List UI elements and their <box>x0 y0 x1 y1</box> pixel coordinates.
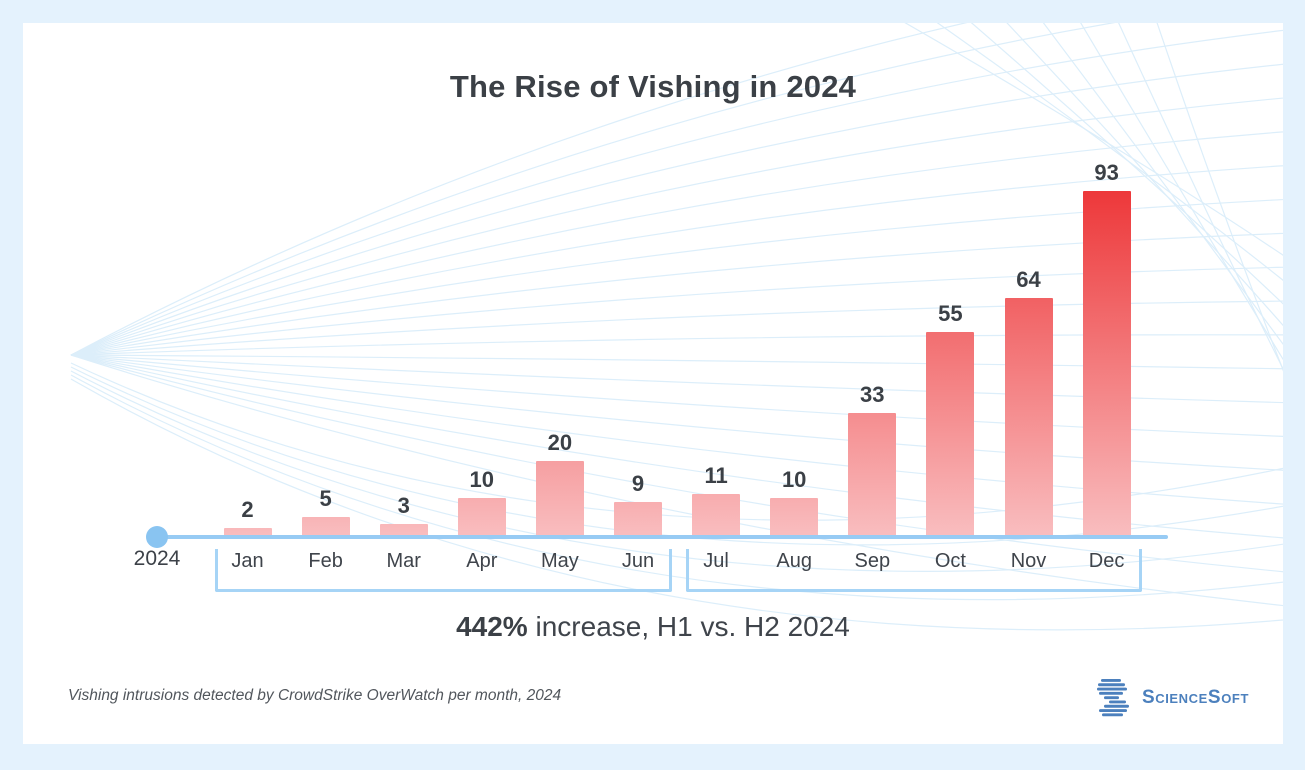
bar-value-oct: 55 <box>938 300 963 326</box>
x-axis-line <box>157 535 1168 539</box>
h1-months-bracket <box>215 549 672 592</box>
card-inner: The Rise of Vishing in 2024 2 Jan 5 Feb 3 Mar… <box>23 23 1283 744</box>
bar-nov <box>1004 298 1053 535</box>
bar-value-sep: 33 <box>860 381 885 407</box>
bar-sep <box>848 412 897 535</box>
bar-value-nov: 64 <box>1016 267 1041 293</box>
bar-value-jul: 11 <box>704 463 728 489</box>
bar-oct <box>926 331 975 535</box>
bar-mar <box>379 523 428 535</box>
h2-months-bracket <box>686 549 1142 592</box>
sciencesoft-logo-icon <box>1096 679 1129 717</box>
bar-value-jan: 2 <box>241 496 254 522</box>
axis-year-label: 2024 <box>133 547 181 570</box>
axis-origin-dot <box>146 526 168 548</box>
source-footnote: Vishing intrusions detected by CrowdStri… <box>68 687 562 704</box>
bar-jun <box>614 501 662 535</box>
bar-value-aug: 10 <box>781 467 807 492</box>
bar-dec <box>1082 190 1131 535</box>
increase-annotation: 442% increase, H1 vs. H2 2024 <box>23 611 1283 643</box>
sciencesoft-logo-text: ScienceSoft <box>1141 687 1249 708</box>
bar-value-jun: 9 <box>631 470 645 496</box>
increase-percentage: 442% <box>456 611 528 642</box>
bar-value-apr: 10 <box>469 467 495 492</box>
bar-value-feb: 5 <box>319 485 332 511</box>
increase-annotation-text: increase, H1 vs. H2 2024 <box>527 611 850 642</box>
bar-chart: The Rise of Vishing in 2024 2 Jan 5 Feb 3 Mar… <box>23 23 1283 744</box>
bar-apr <box>457 498 506 535</box>
bar-may <box>535 461 584 535</box>
page-title: The Rise of Vishing in 2024 <box>449 69 857 104</box>
bar-feb <box>301 516 350 535</box>
bar-aug <box>770 498 819 535</box>
bar-value-mar: 3 <box>397 492 410 518</box>
bar-value-dec: 93 <box>1094 159 1119 185</box>
bar-jul <box>692 494 741 535</box>
bar-jan <box>223 527 272 535</box>
bar-value-may: 20 <box>547 430 573 455</box>
sciencesoft-logo: ScienceSoft <box>1094 679 1249 717</box>
